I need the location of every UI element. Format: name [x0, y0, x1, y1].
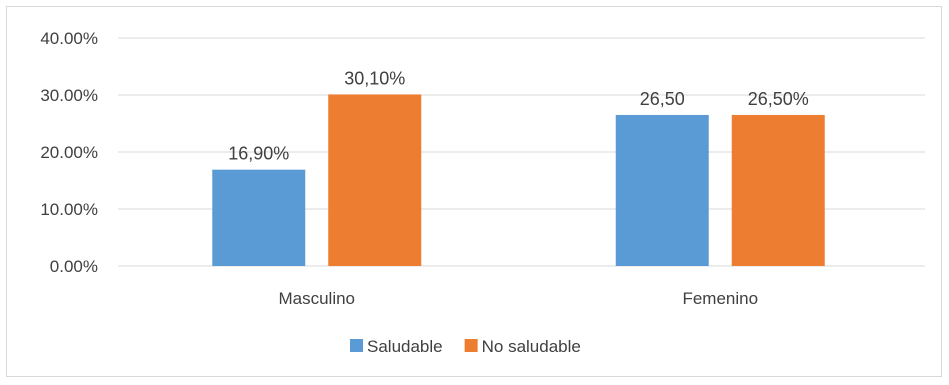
legend-label: Saludable — [367, 337, 443, 356]
legend: Saludable No saludable — [350, 337, 581, 356]
bar — [212, 169, 306, 266]
y-tick-label: 10.00% — [40, 200, 98, 219]
category-label: Femenino — [682, 289, 758, 308]
legend-swatch — [350, 339, 363, 352]
y-tick-label: 40.00% — [40, 29, 98, 48]
legend-label: No saludable — [482, 337, 581, 356]
bar — [615, 114, 709, 266]
bar — [328, 94, 422, 267]
category-labels: Masculino Femenino — [278, 289, 758, 308]
bar — [731, 114, 825, 266]
category-label: Masculino — [278, 289, 355, 308]
y-axis-ticks: 0.00% 10.00% 20.00% 30.00% 40.00% — [40, 29, 98, 276]
legend-swatch — [464, 339, 478, 352]
bars — [212, 94, 825, 267]
data-label: 30,10% — [344, 68, 405, 88]
data-label: 16,90% — [228, 144, 289, 164]
data-label: 26,50% — [748, 89, 809, 109]
y-tick-label: 30.00% — [40, 86, 98, 105]
data-label: 26,50 — [640, 89, 685, 109]
y-tick-label: 0.00% — [50, 257, 98, 276]
y-tick-label: 20.00% — [40, 143, 98, 162]
data-labels: 16,90% 30,10% 26,50 26,50% — [228, 68, 809, 163]
